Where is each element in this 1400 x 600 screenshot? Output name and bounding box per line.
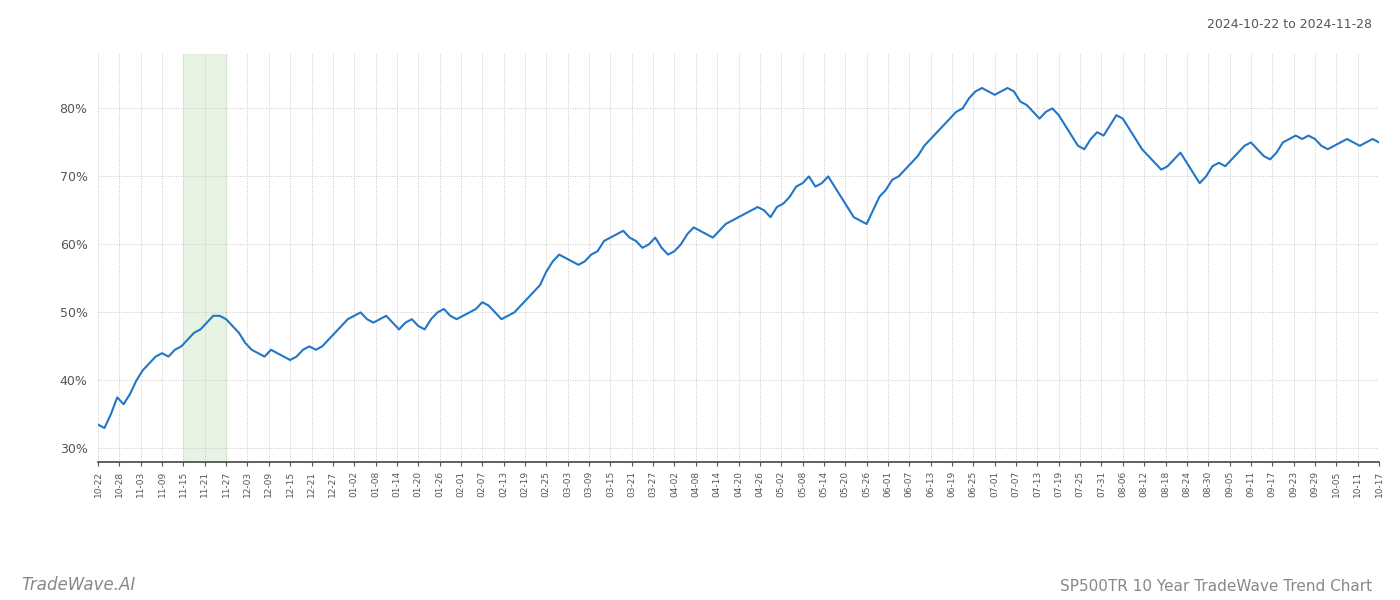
Text: SP500TR 10 Year TradeWave Trend Chart: SP500TR 10 Year TradeWave Trend Chart	[1060, 579, 1372, 594]
Text: 2024-10-22 to 2024-11-28: 2024-10-22 to 2024-11-28	[1207, 18, 1372, 31]
Bar	[183, 54, 227, 462]
Text: TradeWave.AI: TradeWave.AI	[21, 576, 136, 594]
